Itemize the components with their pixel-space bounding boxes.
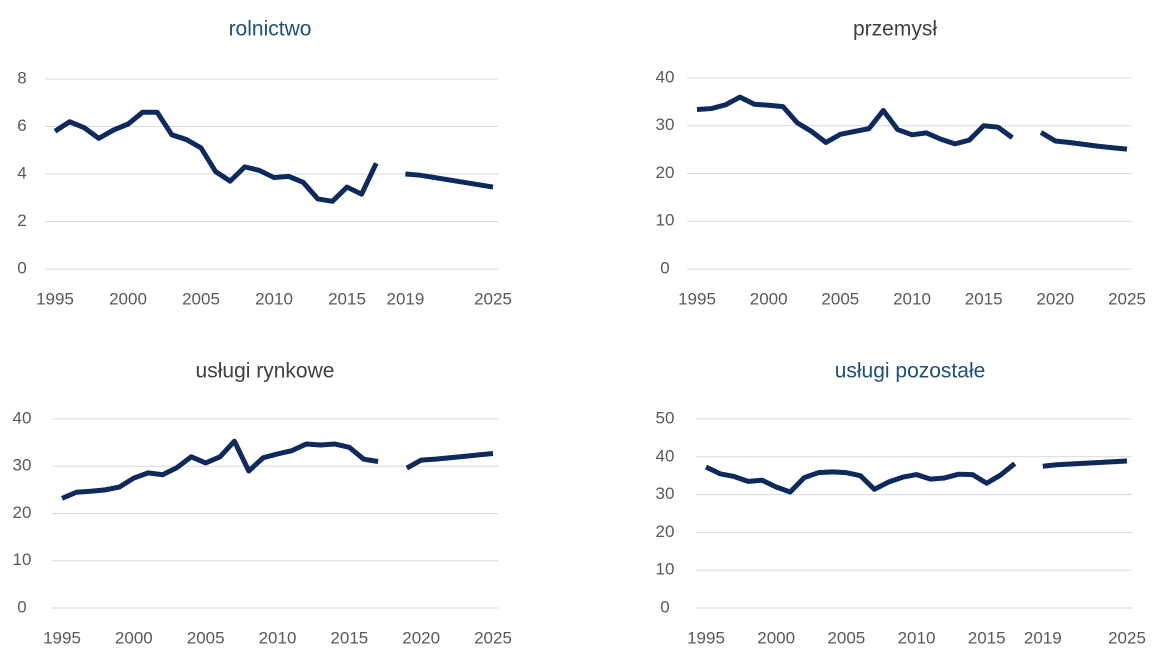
y-tick-label: 30: [13, 456, 32, 475]
y-tick-label: 6: [17, 116, 26, 135]
data-line: [61, 438, 379, 501]
x-tick-label: 2015: [330, 628, 368, 647]
y-tick-label: 0: [660, 258, 669, 277]
data-line: [704, 461, 1017, 495]
y-tick-label: 40: [13, 408, 32, 427]
y-tick-label: 50: [656, 408, 675, 427]
y-tick-label: 20: [656, 522, 675, 541]
data-line: [1039, 130, 1128, 152]
x-tick-label: 2010: [898, 628, 936, 647]
y-tick-label: 30: [656, 484, 675, 503]
y-tick-label: 20: [13, 503, 32, 522]
y-tick-label: 40: [656, 446, 675, 465]
x-tick-label: 2025: [474, 289, 512, 308]
x-tick-label: 2025: [1108, 628, 1146, 647]
y-tick-label: 0: [660, 597, 669, 616]
x-tick-label: 2020: [1036, 289, 1074, 308]
y-tick-label: 40: [656, 67, 675, 86]
y-tick-label: 30: [656, 115, 675, 134]
y-tick-label: 8: [17, 68, 26, 87]
data-line: [53, 109, 379, 204]
x-tick-label: 1995: [36, 289, 74, 308]
y-tick-label: 10: [13, 550, 32, 569]
x-tick-label: 2000: [757, 628, 795, 647]
chart-title: usługi rynkowe: [196, 360, 335, 383]
x-tick-label: 2000: [115, 628, 153, 647]
x-tick-label: 2000: [750, 289, 788, 308]
y-tick-label: 20: [656, 163, 675, 182]
data-line: [405, 451, 494, 471]
y-tick-label: 10: [656, 211, 675, 230]
x-tick-label: 2019: [386, 289, 424, 308]
x-tick-label: 2005: [827, 628, 865, 647]
x-tick-label: 2025: [1108, 289, 1146, 308]
x-tick-label: 2020: [402, 628, 440, 647]
x-tick-label: 2010: [259, 628, 297, 647]
chart-title: przemysł: [853, 18, 937, 41]
x-tick-label: 1995: [43, 628, 81, 647]
x-tick-label: 2015: [328, 289, 366, 308]
x-tick-label: 1995: [687, 628, 725, 647]
x-tick-label: 2010: [255, 289, 293, 308]
x-tick-label: 2000: [109, 289, 147, 308]
x-tick-label: 2005: [187, 628, 225, 647]
data-line: [696, 94, 1014, 147]
x-tick-label: 2005: [821, 289, 859, 308]
x-tick-label: 2015: [965, 289, 1003, 308]
x-tick-label: 2010: [893, 289, 931, 308]
y-tick-label: 2: [17, 211, 26, 230]
chart-title: usługi pozostałe: [835, 360, 986, 383]
y-tick-label: 0: [17, 597, 26, 616]
y-tick-label: 0: [17, 258, 26, 277]
chart-title: rolnictwo: [229, 18, 312, 41]
x-tick-label: 1995: [678, 289, 716, 308]
x-tick-label: 2019: [1024, 628, 1062, 647]
data-line: [405, 171, 494, 190]
y-tick-label: 10: [656, 560, 675, 579]
x-tick-label: 2015: [968, 628, 1006, 647]
data-line: [1042, 458, 1128, 469]
x-tick-label: 2005: [182, 289, 220, 308]
y-tick-label: 4: [17, 163, 26, 182]
x-tick-label: 2025: [474, 628, 512, 647]
